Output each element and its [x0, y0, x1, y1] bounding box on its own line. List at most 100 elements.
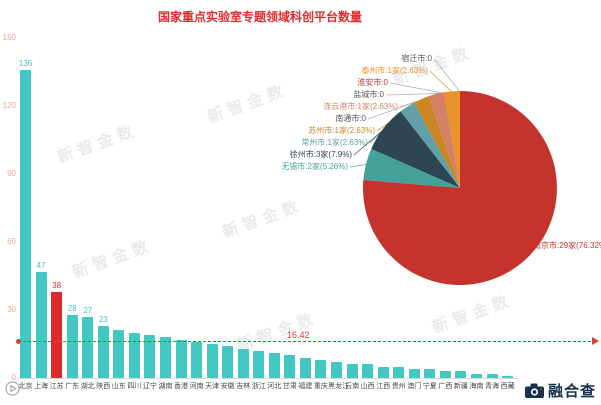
x-tick-山西: 山西	[360, 383, 375, 390]
watermark: 新智金数	[70, 236, 156, 282]
pie-leader-line	[385, 92, 445, 96]
x-tick-河北: 河北	[267, 383, 282, 390]
watermark: 新智金数	[55, 121, 141, 167]
x-tick-吉林: 吉林	[236, 383, 251, 390]
x-tick-江西: 江西	[376, 383, 391, 390]
x-tick-安徽: 安徽	[220, 383, 235, 390]
x-axis-line	[18, 378, 518, 379]
bar-甘肃	[284, 355, 296, 378]
bar-湖北	[82, 316, 94, 378]
x-tick-天津: 天津	[205, 383, 220, 390]
x-tick-四川: 四川	[127, 383, 142, 390]
pie-leader-line	[389, 82, 445, 94]
pie-leader-line	[524, 245, 532, 259]
x-tick-海南: 海南	[469, 383, 484, 390]
brand-logo: 融合查	[524, 380, 596, 401]
pie-label-淮安市: 淮安市:0	[357, 78, 388, 87]
y-tick-90: 90	[7, 169, 16, 178]
x-tick-湖北: 湖北	[80, 383, 95, 390]
bar-海南	[471, 373, 482, 378]
watermark: 新智金数	[430, 291, 516, 337]
x-tick-广东: 广东	[65, 383, 80, 390]
pie-label-常州市: 常州市:1家(2.63%)	[301, 138, 368, 147]
x-tick-青海: 青海	[485, 383, 499, 390]
watermark: 新智金数	[390, 43, 476, 89]
bar-value-label: 27	[83, 305, 93, 315]
page-title: 国家重点实验室专题领域科创平台数量	[157, 10, 362, 24]
x-tick-西藏: 西藏	[500, 383, 515, 390]
bar-广东	[66, 314, 78, 378]
x-tick-陕西: 陕西	[96, 383, 111, 390]
bar-上海	[35, 271, 47, 378]
bar-宁夏	[424, 368, 436, 378]
x-tick-江苏: 江苏	[49, 383, 64, 390]
y-tick-60: 60	[7, 237, 16, 246]
bar-安徽	[222, 346, 234, 378]
bar-河南	[191, 341, 203, 378]
bar-福建	[299, 357, 311, 378]
bar-西藏	[502, 375, 514, 378]
x-tick-山东: 山东	[111, 383, 126, 390]
x-tick-香港: 香港	[174, 383, 188, 390]
bar-河北	[268, 353, 280, 378]
bar-value-label: 47	[36, 260, 46, 270]
bar-重庆	[315, 359, 327, 378]
bar-贵州	[393, 366, 405, 378]
watermark: 新智金数	[220, 196, 306, 242]
x-tick-北京: 北京	[18, 383, 33, 390]
pie-label-苏州市: 苏州市:1家(2.63%)	[308, 126, 375, 135]
bar-天津	[206, 344, 218, 378]
x-tick-河南: 河南	[189, 383, 204, 390]
pie-label-南京市: 南京市:29家(76.32%)	[533, 241, 601, 250]
pie-slice-苏州市	[413, 96, 460, 188]
pie-leader-line	[429, 70, 453, 93]
bar-value-label: 28	[67, 303, 77, 313]
y-tick-30: 30	[7, 305, 16, 314]
bar-浙江	[253, 350, 265, 378]
bar-吉林	[237, 348, 249, 378]
bar-云南	[346, 364, 358, 378]
bar-广西	[439, 371, 451, 378]
brand-text: 融合查	[547, 383, 596, 400]
bar-澳门	[408, 368, 420, 378]
pie-slice-徐州市	[371, 111, 460, 188]
x-tick-浙江: 浙江	[251, 383, 266, 390]
x-tick-新疆: 新疆	[453, 383, 468, 390]
bar-四川	[128, 332, 140, 378]
y-tick-120: 120	[2, 101, 16, 110]
bar-陕西	[97, 325, 109, 378]
bar-江西	[377, 366, 389, 378]
x-tick-贵州: 贵州	[391, 383, 406, 390]
average-line-start-marker	[16, 339, 21, 344]
pie-label-盐城市: 盐城市:0	[353, 90, 384, 99]
x-tick-广西: 广西	[438, 383, 453, 390]
bar-黑龙江	[331, 362, 342, 378]
bar-value-label: 23	[98, 314, 108, 324]
x-tick-宁夏: 宁夏	[422, 383, 437, 390]
pie-slice-连云港市	[428, 92, 460, 188]
bar-青海	[486, 373, 498, 378]
x-tick-福建: 福建	[298, 383, 313, 390]
average-line	[18, 341, 596, 342]
x-tick-云南: 云南	[345, 383, 360, 390]
y-tick-0: 0	[11, 373, 16, 382]
bar-山东	[113, 330, 125, 378]
pie-label-无锡市: 无锡市:2家(5.26%)	[281, 162, 348, 171]
bar-新疆	[455, 371, 467, 378]
play-button[interactable]	[5, 381, 20, 401]
pie-slice-泰州市	[444, 90, 460, 188]
average-value-label: 16.42	[287, 330, 310, 340]
pie-leader-line	[369, 107, 408, 144]
bar-value-label: 136	[18, 58, 33, 68]
x-tick-上海: 上海	[34, 383, 48, 390]
pie-slice-无锡市	[363, 149, 460, 188]
x-tick-辽宁: 辽宁	[142, 383, 157, 390]
bar-香港	[175, 339, 187, 378]
pie-leader-line	[399, 94, 437, 108]
bar-山西	[362, 364, 374, 378]
pie-slice-常州市	[400, 102, 460, 188]
watermark: 新智金数	[205, 81, 291, 127]
average-line-arrow	[592, 337, 599, 345]
pie-leader-line	[433, 58, 461, 93]
